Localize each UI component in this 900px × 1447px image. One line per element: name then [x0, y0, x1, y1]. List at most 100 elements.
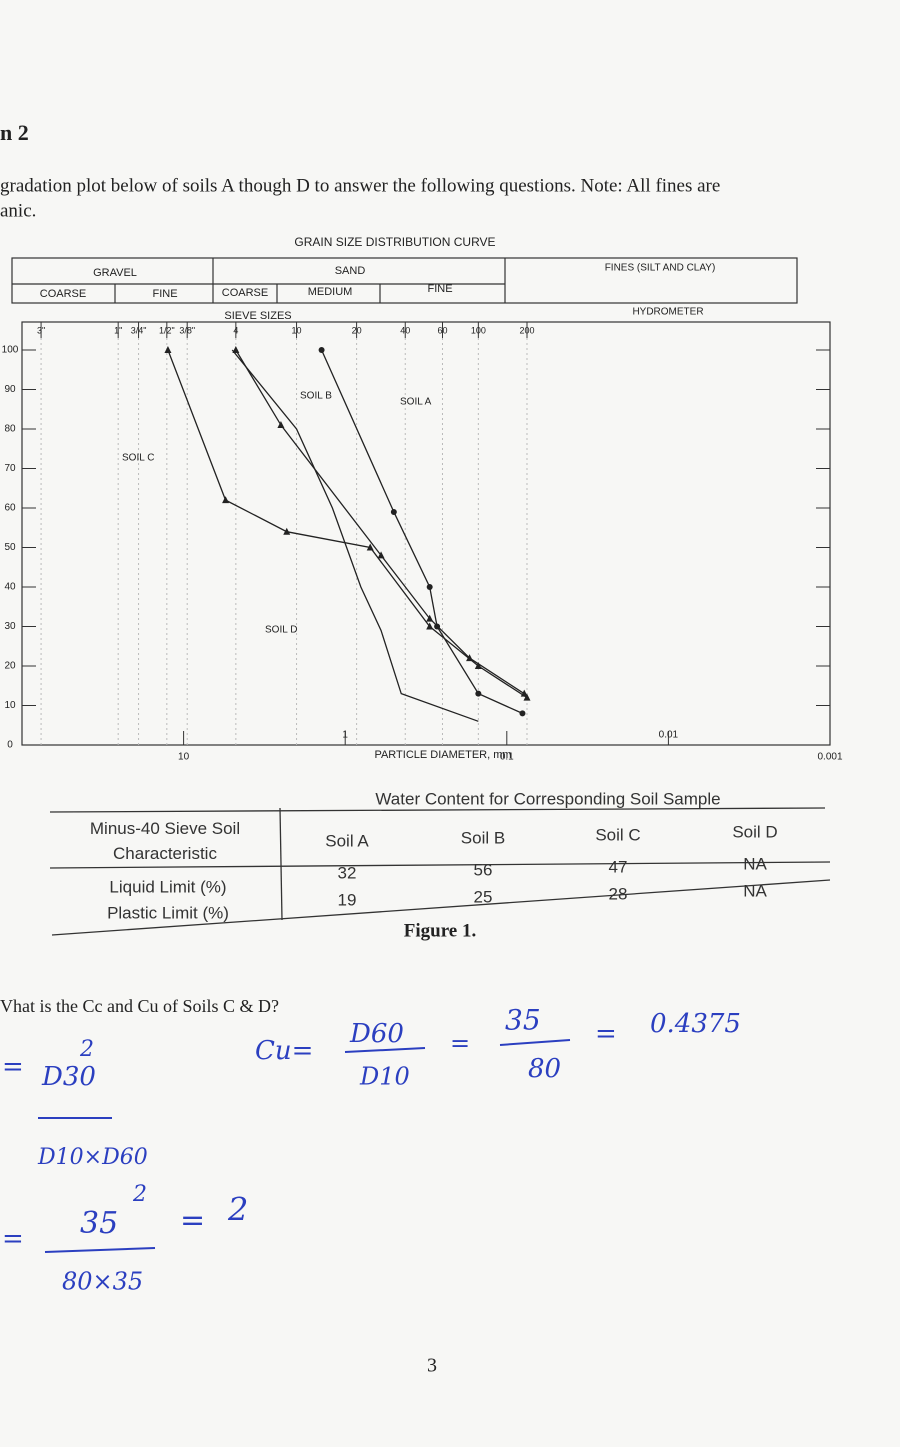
class-sublabel: FINE	[427, 283, 452, 295]
sieve-tick-label: 3"	[37, 325, 45, 335]
table-cell: 19	[338, 890, 357, 909]
class-label: FINES (SILT AND CLAY)	[605, 263, 716, 274]
figure-caption: Figure 1.	[404, 920, 476, 941]
y-tick-label: 50	[4, 542, 16, 553]
hand-text: =	[2, 1224, 24, 1254]
x-tick-label: 10	[178, 752, 190, 763]
data-point	[390, 508, 397, 515]
hand-text: 0.4375	[650, 1009, 741, 1039]
hand-text: 35	[80, 1206, 118, 1241]
table-cell: NA	[743, 881, 767, 900]
hand-text: 2	[79, 1037, 94, 1062]
data-point	[366, 543, 374, 551]
hand-text: 2	[132, 1182, 147, 1207]
data-point	[222, 496, 230, 504]
hand-text: 35	[505, 1004, 541, 1037]
table-group-header: Water Content for Corresponding Soil Sam…	[375, 789, 720, 808]
hand-text: Cu=	[255, 1036, 313, 1066]
y-tick-label: 70	[4, 463, 16, 474]
hydrometer-label: HYDROMETER	[632, 307, 703, 318]
hand-text: =	[2, 1052, 24, 1082]
y-tick-label: 10	[4, 700, 16, 711]
table-col-header: Soil C	[595, 825, 640, 844]
data-point	[474, 662, 482, 669]
data-point	[475, 690, 482, 697]
sieve-tick-label: 3/8"	[179, 325, 195, 335]
table-cell: 56	[474, 860, 493, 879]
table-cell: 28	[609, 884, 628, 903]
data-point	[277, 421, 285, 429]
instructions: anic.	[0, 200, 36, 221]
sieve-tick-label: 10	[292, 325, 302, 335]
y-tick-label: 100	[2, 345, 19, 356]
sieve-label: SIEVE SIZES	[224, 310, 291, 322]
table-cell: 32	[338, 863, 357, 882]
instructions: gradation plot below of soils A though D…	[0, 175, 720, 196]
data-point	[164, 346, 172, 353]
class-sublabel: MEDIUM	[308, 286, 353, 298]
data-point	[426, 614, 434, 622]
hand-text: 80	[528, 1054, 561, 1084]
table-cell: 25	[474, 887, 493, 906]
y-tick-label: 20	[4, 661, 16, 672]
table-row-header: Minus-40 Sieve Soil Characteristic	[90, 819, 240, 863]
table-col-header: Soil A	[325, 831, 369, 850]
section-number: n 2	[0, 120, 29, 145]
table-body: Soil A Soil B Soil C Soil D Liquid Limit (%)…	[107, 822, 778, 922]
table-col-header: Soil D	[732, 822, 777, 841]
data-point	[426, 584, 433, 590]
sieve-tick-label: 20	[352, 325, 362, 335]
plot-frame	[21, 321, 831, 746]
data-point	[318, 347, 325, 353]
table-row-label: Plastic Limit (%)	[107, 903, 229, 922]
series-label: SOIL B	[300, 391, 332, 402]
y-tick-label: 60	[4, 503, 16, 514]
y-tick-label: 90	[4, 384, 16, 395]
hand-text: 80×35	[62, 1268, 143, 1296]
hand-text: D30	[41, 1062, 96, 1092]
hand-text: =	[180, 1203, 205, 1238]
soil-curve	[320, 349, 523, 714]
class-sublabel: FINE	[152, 288, 177, 300]
handwriting: Cu= D60 D10 = 35 80 = 0.4375 = D30 2 D10…	[2, 1004, 741, 1296]
class-label: SAND	[335, 265, 366, 277]
sieve-tick-label: 3/4"	[131, 325, 147, 335]
hand-text: D60	[349, 1019, 404, 1049]
sieve-tick-label: 60	[437, 325, 447, 335]
hand-text: =	[595, 1019, 617, 1049]
sieve-tick-label: 200	[519, 325, 534, 335]
page-number: 3	[427, 1355, 437, 1377]
hand-text: D10	[359, 1063, 410, 1091]
class-sublabel: COARSE	[40, 288, 86, 300]
soil-curve	[231, 349, 479, 722]
sieve-tick-label: 1"	[114, 325, 122, 335]
series-label: SOIL D	[265, 625, 297, 636]
table-cell: 47	[609, 857, 628, 876]
x-tick-label: 0.01	[659, 730, 679, 741]
data-point	[523, 693, 531, 701]
chart-title: GRAIN SIZE DISTRIBUTION CURVE	[294, 235, 495, 249]
table-cell: NA	[743, 854, 767, 873]
y-tick-label: 40	[4, 582, 16, 593]
table-col-header: Soil B	[461, 828, 505, 847]
y-tick-label: 80	[4, 424, 16, 435]
y-tick-label: 0	[7, 740, 13, 751]
data-point	[466, 654, 474, 662]
x-tick-label: 0.001	[817, 752, 842, 763]
table-row-label: Liquid Limit (%)	[109, 877, 226, 896]
x-axis-label: PARTICLE DIAMETER, mm	[374, 749, 511, 761]
sieve-tick-label: 1/2"	[159, 325, 175, 335]
data-point	[519, 710, 526, 717]
series-label: SOIL A	[400, 397, 432, 408]
plot: 0 10 20 30 40 50 60 70 80 90 100 10 1 0.1 0.01 0.001 3" 1…	[2, 322, 843, 763]
x-tick-label: 0.1	[500, 752, 514, 763]
sieve-tick-label: 40	[400, 325, 410, 335]
series-label: SOIL C	[122, 453, 154, 464]
data-point	[377, 551, 385, 559]
sieve-tick-label: 4	[233, 325, 238, 335]
class-boxes	[11, 257, 798, 304]
data-point	[426, 622, 434, 630]
